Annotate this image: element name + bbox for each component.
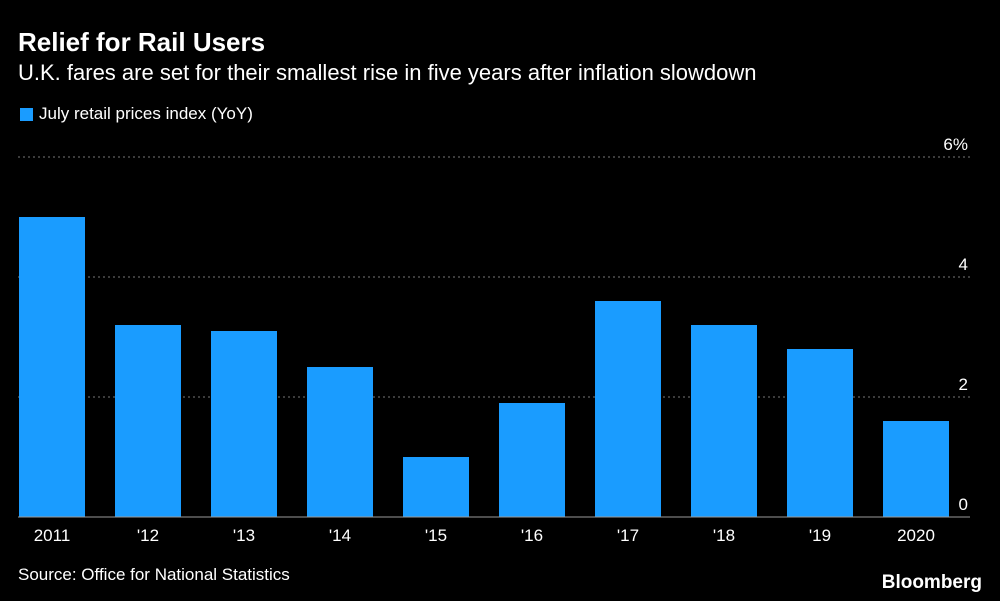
legend: July retail prices index (YoY) xyxy=(20,103,253,125)
bars xyxy=(19,217,949,517)
bar-13 xyxy=(211,331,277,517)
x-tick-label: 2020 xyxy=(897,526,935,545)
bar-15 xyxy=(403,457,469,517)
bloomberg-logo: Bloomberg xyxy=(881,572,982,593)
chart-subtitle: U.K. fares are set for their smallest ri… xyxy=(18,60,757,85)
y-tick-label: 0 xyxy=(959,495,968,514)
bar-16 xyxy=(499,403,565,517)
x-tick-label: '19 xyxy=(809,526,831,545)
x-tick-label: '17 xyxy=(617,526,639,545)
x-tick-label: 2011 xyxy=(34,526,71,545)
x-tick-label: '14 xyxy=(329,526,351,545)
legend-label: July retail prices index (YoY) xyxy=(39,104,253,123)
bar-14 xyxy=(307,367,373,517)
bar-19 xyxy=(787,349,853,517)
x-tick-label: '18 xyxy=(713,526,735,545)
bar-18 xyxy=(691,325,757,517)
grid-lines xyxy=(18,156,970,398)
bar-17 xyxy=(595,301,661,517)
y-tick-label: 2 xyxy=(959,375,968,394)
bar-2011 xyxy=(19,217,85,517)
y-tick-label: 6% xyxy=(943,135,968,154)
bar-2020 xyxy=(883,421,949,517)
x-tick-label: '15 xyxy=(425,526,447,545)
x-axis-ticks: 2011 '12 '13 '14 '15 '16 '17 '18 '19 2020 xyxy=(34,526,935,545)
chart-title: Relief for Rail Users xyxy=(18,27,266,57)
source-note: Source: Office for National Statistics xyxy=(18,565,290,584)
x-tick-label: '16 xyxy=(521,526,543,545)
x-tick-label: '13 xyxy=(233,526,255,545)
bar-12 xyxy=(115,325,181,517)
x-tick-label: '12 xyxy=(137,526,159,545)
y-axis-ticks: 0 2 4 6% xyxy=(943,135,968,514)
legend-swatch xyxy=(20,107,33,121)
y-tick-label: 4 xyxy=(959,255,968,274)
